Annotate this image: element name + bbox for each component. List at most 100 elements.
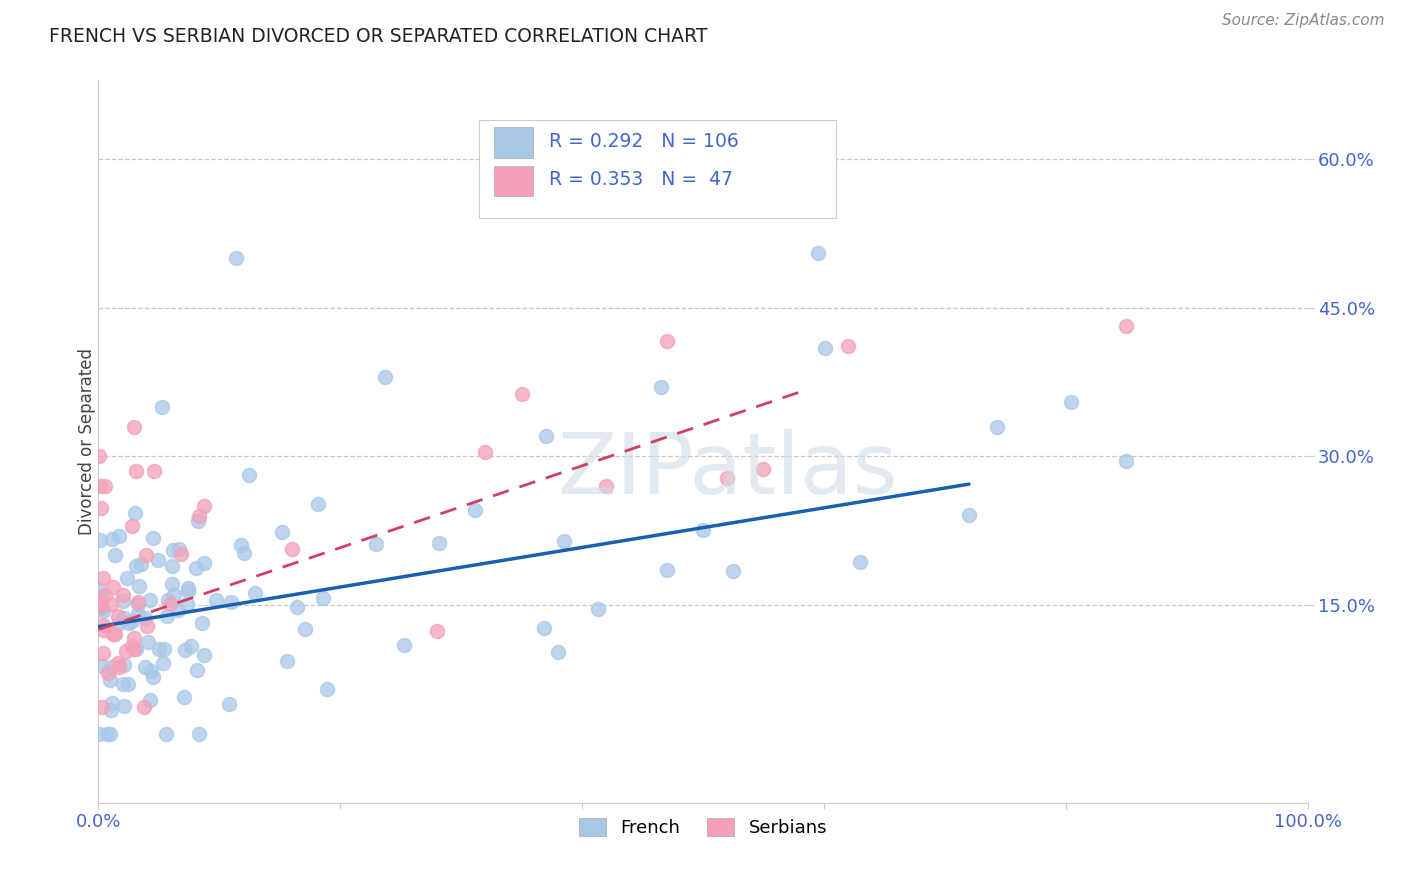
Point	[188, 508, 211, 523]
Text: FRENCH VS SERBIAN DIVORCED OR SEPARATED CORRELATION CHART: FRENCH VS SERBIAN DIVORCED OR SEPARATED …	[49, 27, 707, 45]
Point	[655, 563, 678, 577]
Point	[184, 560, 207, 574]
Y-axis label: Divorced or Separated: Divorced or Separated	[79, 348, 96, 535]
Point	[1115, 318, 1137, 333]
Point	[364, 536, 387, 550]
Point	[159, 597, 181, 611]
Text: Source: ZipAtlas.com: Source: ZipAtlas.com	[1222, 13, 1385, 29]
Point	[510, 386, 533, 401]
Point	[128, 579, 150, 593]
Point	[243, 586, 266, 600]
Point	[157, 593, 180, 607]
Point	[104, 548, 127, 562]
Point	[595, 479, 617, 493]
Point	[957, 508, 980, 523]
Point	[547, 645, 569, 659]
Point	[752, 462, 775, 476]
Point	[218, 698, 240, 712]
Point	[426, 624, 449, 639]
Point	[127, 597, 149, 611]
Point	[271, 524, 294, 539]
Point	[553, 533, 575, 548]
Point	[146, 553, 169, 567]
Point	[111, 588, 134, 602]
Point	[429, 536, 451, 550]
Text: R = 0.292   N = 106: R = 0.292 N = 106	[550, 132, 740, 152]
Point	[180, 639, 202, 653]
Point	[285, 600, 308, 615]
Point	[193, 556, 215, 570]
Point	[849, 555, 872, 569]
FancyBboxPatch shape	[494, 166, 533, 196]
Point	[98, 673, 121, 687]
Point	[474, 444, 496, 458]
Point	[111, 594, 134, 608]
Point	[142, 531, 165, 545]
Point	[150, 400, 173, 414]
Point	[160, 558, 183, 573]
FancyBboxPatch shape	[479, 120, 837, 218]
Point	[394, 638, 416, 652]
Point	[132, 700, 155, 714]
Point	[193, 499, 215, 513]
Point	[127, 607, 149, 622]
Point	[87, 450, 110, 464]
Point	[112, 698, 135, 713]
Point	[121, 518, 143, 533]
Point	[98, 726, 121, 740]
Point	[191, 615, 214, 630]
Point	[141, 670, 163, 684]
Point	[139, 692, 162, 706]
Point	[186, 663, 208, 677]
Point	[692, 523, 714, 537]
Point	[152, 656, 174, 670]
Point	[135, 549, 157, 563]
Point	[169, 541, 191, 556]
Point	[89, 597, 111, 611]
Point	[187, 514, 209, 528]
Point	[193, 648, 215, 663]
Point	[112, 657, 135, 672]
Point	[716, 471, 738, 485]
Point	[307, 497, 329, 511]
Point	[588, 602, 610, 616]
Point	[104, 627, 127, 641]
Point	[316, 681, 339, 696]
Point	[100, 597, 122, 611]
Point	[655, 334, 678, 348]
Point	[281, 542, 304, 557]
Point	[143, 464, 166, 478]
Text: ZIPatlas: ZIPatlas	[557, 429, 897, 512]
Point	[176, 598, 198, 612]
Point	[153, 642, 176, 657]
Point	[93, 605, 115, 619]
Point	[117, 677, 139, 691]
Point	[122, 642, 145, 657]
Point	[650, 380, 672, 394]
Point	[188, 726, 211, 740]
Point	[177, 581, 200, 595]
Point	[103, 626, 125, 640]
Point	[311, 591, 333, 606]
Point	[125, 558, 148, 573]
Point	[136, 619, 159, 633]
Point	[814, 341, 837, 355]
Point	[87, 726, 110, 740]
Point	[170, 547, 193, 561]
Point	[134, 610, 156, 624]
Point	[225, 252, 247, 266]
Point	[139, 593, 162, 607]
Point	[174, 642, 197, 657]
Point	[219, 595, 242, 609]
Point	[101, 580, 124, 594]
Point	[100, 659, 122, 673]
Point	[807, 246, 830, 260]
Point	[721, 564, 744, 578]
Point	[134, 660, 156, 674]
Point	[155, 726, 177, 740]
Point	[534, 429, 557, 443]
Point	[107, 529, 129, 543]
Point	[89, 599, 111, 613]
Point	[97, 665, 120, 680]
Point	[276, 655, 298, 669]
